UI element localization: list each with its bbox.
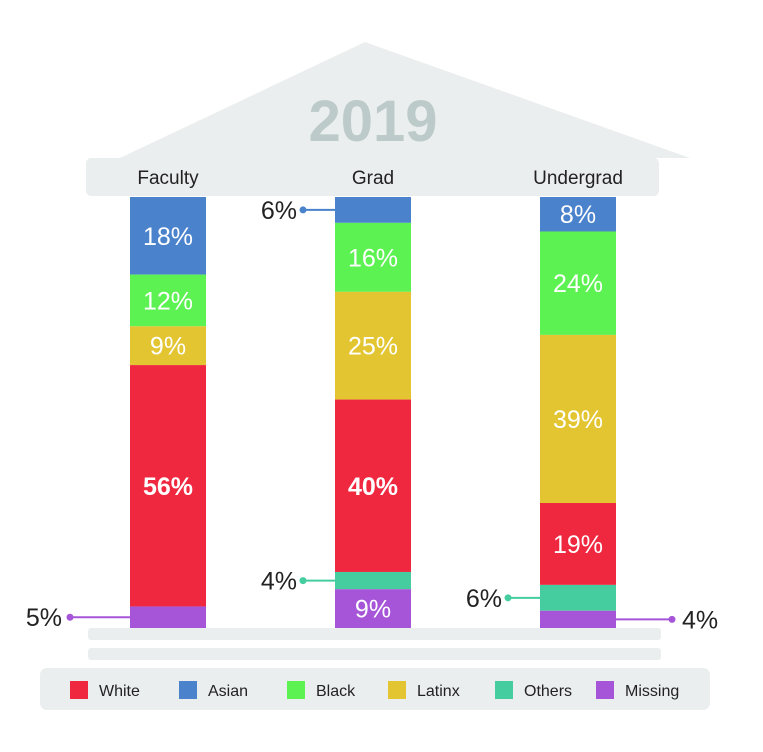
callout-label-grad-others: 4%: [261, 568, 297, 596]
bar-segment-faculty-latinx: [130, 326, 206, 366]
legend: White Asian Black Latinx Others Missing: [70, 681, 679, 700]
category-labels: Faculty Grad Undergrad: [137, 168, 623, 189]
data-label-undergrad-white: 19%: [553, 531, 603, 559]
category-label-grad: Grad: [352, 168, 394, 189]
data-label-faculty-asian: 18%: [143, 223, 193, 251]
category-label-faculty: Faculty: [137, 168, 199, 189]
legend-swatch-asian: [179, 681, 197, 699]
temple-roof: [120, 42, 690, 158]
legend-swatch-black: [287, 681, 305, 699]
bar-segment-faculty-asian: [130, 197, 206, 275]
bar-segment-undergrad-black: [540, 231, 616, 335]
bar-segment-undergrad-latinx: [540, 334, 616, 504]
callout-dot-undergrad-others: [504, 594, 512, 602]
legend-swatch-missing: [596, 681, 614, 699]
data-label-grad-missing: 9%: [355, 596, 391, 624]
callout-dot-grad-asian: [299, 206, 307, 214]
callout-dot-grad-others: [299, 577, 307, 585]
data-label-grad-latinx: 25%: [348, 333, 398, 361]
bar-segment-grad-others: [335, 571, 411, 590]
data-label-grad-white: 40%: [348, 473, 398, 501]
data-label-faculty-latinx: 9%: [150, 333, 186, 361]
bar-segment-undergrad-asian: [540, 197, 616, 232]
bar-segment-grad-asian: [335, 197, 411, 223]
bar-segment-grad-black: [335, 222, 411, 292]
callout-label-undergrad-others: 6%: [466, 585, 502, 613]
data-label-faculty-white: 56%: [143, 473, 193, 501]
legend-swatch-latinx: [388, 681, 406, 699]
callout-dot-faculty-missing: [66, 613, 74, 621]
bar-segment-undergrad-white: [540, 503, 616, 585]
callout-dot-undergrad-missing: [668, 615, 676, 623]
temple-base-top: [88, 628, 661, 640]
category-label-undergrad: Undergrad: [533, 168, 623, 189]
bar-segment-faculty-white: [130, 365, 206, 607]
legend-label-black: Black: [316, 683, 356, 700]
bar-segment-undergrad-missing: [540, 610, 616, 628]
legend-background: [40, 668, 710, 710]
legend-swatch-white: [70, 681, 88, 699]
bar-segment-grad-missing: [335, 589, 411, 628]
data-label-undergrad-black: 24%: [553, 270, 603, 298]
legend-label-latinx: Latinx: [417, 683, 460, 700]
temple-base-bottom: [88, 648, 661, 660]
chart-title: 2019: [308, 89, 437, 154]
legend-label-white: White: [99, 683, 140, 700]
stacked-bars: 18% 12% 9% 56% 16% 25% 40% 9% 8% 24% 39% 19%: [130, 197, 616, 628]
bar-segment-undergrad-others: [540, 584, 616, 611]
callout-label-undergrad-missing: 4%: [682, 606, 718, 634]
data-label-faculty-black: 12%: [143, 287, 193, 315]
legend-swatch-others: [495, 681, 513, 699]
temple-capital: [86, 158, 659, 196]
bar-segment-grad-latinx: [335, 291, 411, 400]
data-label-grad-black: 16%: [348, 244, 398, 272]
bar-segment-faculty-missing: [130, 606, 206, 628]
callout-label-grad-asian: 6%: [261, 197, 297, 225]
data-label-undergrad-asian: 8%: [560, 201, 596, 229]
bar-segment-grad-white: [335, 399, 411, 572]
temple-decoration: [40, 42, 710, 710]
bar-segment-faculty-black: [130, 274, 206, 327]
callout-label-faculty-missing: 5%: [26, 604, 62, 632]
legend-label-missing: Missing: [625, 683, 679, 700]
legend-label-asian: Asian: [208, 683, 248, 700]
data-label-undergrad-latinx: 39%: [553, 406, 603, 434]
legend-label-others: Others: [524, 683, 572, 700]
callout-labels: 5% 6% 4% 6% 4%: [26, 197, 718, 634]
